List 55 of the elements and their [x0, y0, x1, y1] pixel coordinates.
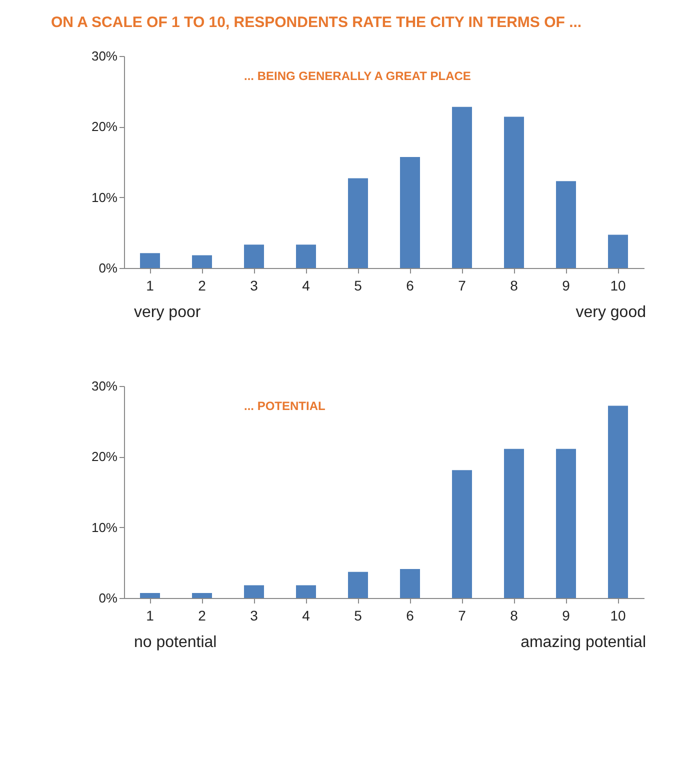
bar	[400, 157, 420, 268]
y-tick-label: 0%	[98, 590, 118, 606]
text: very poor	[134, 304, 202, 321]
x-tick-label: 1	[146, 278, 154, 294]
x-tick-label: 10	[610, 608, 626, 624]
bar	[452, 470, 472, 598]
x-tick-label: 9	[562, 278, 570, 294]
x-tick-label: 10	[610, 278, 626, 294]
x-tick-label: 7	[458, 278, 466, 294]
bar	[608, 406, 628, 598]
bar	[244, 585, 264, 598]
bar	[296, 244, 316, 268]
y-tick-label: 20%	[91, 119, 118, 134]
text: very good	[576, 304, 646, 321]
y-tick-label: 10%	[91, 190, 118, 205]
x-tick-label: 6	[406, 278, 414, 294]
x-tick-label: 5	[354, 608, 362, 624]
x-tick-label: 1	[146, 608, 154, 624]
chart-title: ON A SCALE OF 1 TO 10, RESPONDENTS RATE THE CITY IN TERMS OF ...	[50, 14, 582, 31]
bar	[608, 234, 628, 268]
y-tick-label: 30%	[91, 48, 118, 64]
bar	[556, 448, 576, 598]
x-tick-label: 9	[562, 608, 570, 624]
bar	[504, 448, 524, 598]
x-tick-label: 3	[250, 278, 258, 294]
x-tick-label: 2	[198, 608, 206, 624]
bar	[192, 255, 212, 268]
bar	[140, 593, 160, 598]
x-tick-label: 4	[302, 608, 310, 624]
text: ... POTENTIAL	[244, 399, 326, 413]
bar	[296, 585, 316, 598]
x-tick-label: 3	[250, 608, 258, 624]
y-tick-label: 20%	[91, 449, 118, 464]
text: no potential	[134, 634, 217, 651]
x-tick-label: 4	[302, 278, 310, 294]
text: ... BEING GENERALLY A GREAT PLACE	[244, 69, 471, 83]
bar	[140, 253, 160, 268]
x-tick-label: 8	[510, 278, 518, 294]
bar	[348, 178, 368, 268]
x-tick-label: 5	[354, 278, 362, 294]
bar	[556, 181, 576, 268]
bar	[400, 569, 420, 598]
bar	[504, 116, 524, 268]
y-tick-label: 10%	[91, 520, 118, 535]
x-tick-label: 6	[406, 608, 414, 624]
x-tick-label: 8	[510, 608, 518, 624]
x-tick-label: 7	[458, 608, 466, 624]
bar	[348, 572, 368, 598]
bar	[452, 106, 472, 268]
bar	[192, 593, 212, 598]
text: amazing potential	[520, 634, 646, 651]
x-tick-label: 2	[198, 278, 206, 294]
bar	[244, 244, 264, 268]
y-tick-label: 30%	[91, 378, 118, 394]
y-tick-label: 0%	[98, 260, 118, 276]
